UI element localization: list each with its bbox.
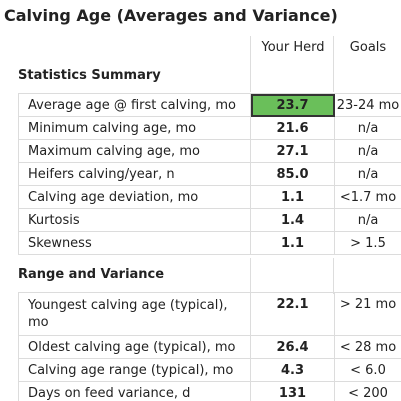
range-variance-table: Youngest calving age (typical), mo 22.1 > … bbox=[18, 292, 401, 401]
your-herd-value: 1.1 bbox=[250, 231, 335, 255]
table-row: Calving age deviation, mo 1.1 <1.7 mo bbox=[18, 185, 401, 209]
statistics-summary-table: Average age @ first calving, mo 23.7 23-24… bbox=[18, 93, 401, 255]
goal-cell: 23-24 mo bbox=[334, 93, 401, 117]
goal-cell: > 1.5 bbox=[334, 231, 401, 255]
your-herd-value: 22.1 bbox=[250, 292, 335, 336]
column-divider bbox=[250, 36, 251, 58]
goal-value: <1.7 mo bbox=[339, 189, 397, 205]
goal-cell: <1.7 mo bbox=[334, 185, 401, 209]
statistics-summary-body: Average age @ first calving, mo 23.7 23-24… bbox=[18, 93, 401, 255]
goal-value: < 28 mo bbox=[339, 339, 397, 355]
goal-cell: > 21 mo bbox=[334, 292, 401, 336]
table-row: Maximum calving age, mo 27.1 n/a bbox=[18, 139, 401, 163]
table-row: Minimum calving age, mo 21.6 n/a bbox=[18, 116, 401, 140]
goal-value: < 6.0 bbox=[350, 362, 386, 378]
goal-value: n/a bbox=[357, 143, 379, 159]
your-herd-value: 23.7 bbox=[250, 93, 335, 117]
your-herd-value: 131 bbox=[250, 381, 335, 401]
goal-value: > 21 mo bbox=[339, 297, 397, 312]
your-herd-column-header: Your Herd bbox=[261, 40, 325, 55]
goal-cell: n/a bbox=[334, 116, 401, 140]
goal-cell: < 28 mo bbox=[334, 335, 401, 359]
column-divider bbox=[333, 58, 334, 92]
row-label: Heifers calving/year, n bbox=[18, 162, 251, 186]
row-label: Calving age range (typical), mo bbox=[18, 358, 251, 382]
range-variance-title: Range and Variance bbox=[18, 267, 165, 282]
column-divider bbox=[250, 258, 251, 294]
your-herd-value: 85.0 bbox=[250, 162, 335, 186]
your-herd-value: 26.4 bbox=[250, 335, 335, 359]
row-label: Days on feed variance, d bbox=[18, 381, 251, 401]
range-variance-body: Youngest calving age (typical), mo 22.1 > … bbox=[18, 292, 401, 401]
your-herd-value: 4.3 bbox=[250, 358, 335, 382]
table-row: Average age @ first calving, mo 23.7 23-24… bbox=[18, 93, 401, 117]
row-label: Kurtosis bbox=[18, 208, 251, 232]
your-herd-value: 1.4 bbox=[250, 208, 335, 232]
goal-value: n/a bbox=[357, 120, 379, 136]
goal-cell: n/a bbox=[334, 162, 401, 186]
row-label: Average age @ first calving, mo bbox=[18, 93, 251, 117]
column-divider bbox=[333, 36, 334, 58]
table-row: Kurtosis 1.4 n/a bbox=[18, 208, 401, 232]
page-title: Calving Age (Averages and Variance) bbox=[4, 6, 338, 25]
row-label: Maximum calving age, mo bbox=[18, 139, 251, 163]
row-label: Skewness bbox=[18, 231, 251, 255]
row-label: Calving age deviation, mo bbox=[18, 185, 251, 209]
your-herd-value: 21.6 bbox=[250, 116, 335, 140]
goal-cell: < 6.0 bbox=[334, 358, 401, 382]
row-label: Minimum calving age, mo bbox=[18, 116, 251, 140]
row-label: Youngest calving age (typical), mo bbox=[18, 292, 251, 336]
statistics-summary-title: Statistics Summary bbox=[18, 68, 161, 83]
goals-column-header: Goals bbox=[349, 40, 387, 55]
table-row: Heifers calving/year, n 85.0 n/a bbox=[18, 162, 401, 186]
goal-value: n/a bbox=[357, 212, 379, 228]
your-herd-value: 27.1 bbox=[250, 139, 335, 163]
column-divider bbox=[333, 258, 334, 294]
table-row: Youngest calving age (typical), mo 22.1 > … bbox=[18, 292, 401, 336]
goal-cell: n/a bbox=[334, 139, 401, 163]
goal-value: 23-24 mo bbox=[336, 97, 400, 113]
table-row: Days on feed variance, d 131 < 200 bbox=[18, 381, 401, 401]
table-row: Skewness 1.1 > 1.5 bbox=[18, 231, 401, 255]
table-row: Calving age range (typical), mo 4.3 < 6.0 bbox=[18, 358, 401, 382]
your-herd-value: 1.1 bbox=[250, 185, 335, 209]
goal-value: n/a bbox=[357, 166, 379, 182]
table-row: Oldest calving age (typical), mo 26.4 < 28… bbox=[18, 335, 401, 359]
column-divider bbox=[250, 58, 251, 92]
row-label: Oldest calving age (typical), mo bbox=[18, 335, 251, 359]
goal-value: < 200 bbox=[348, 385, 388, 401]
goal-cell: < 200 bbox=[334, 381, 401, 401]
goal-value: > 1.5 bbox=[350, 235, 386, 251]
goal-cell: n/a bbox=[334, 208, 401, 232]
